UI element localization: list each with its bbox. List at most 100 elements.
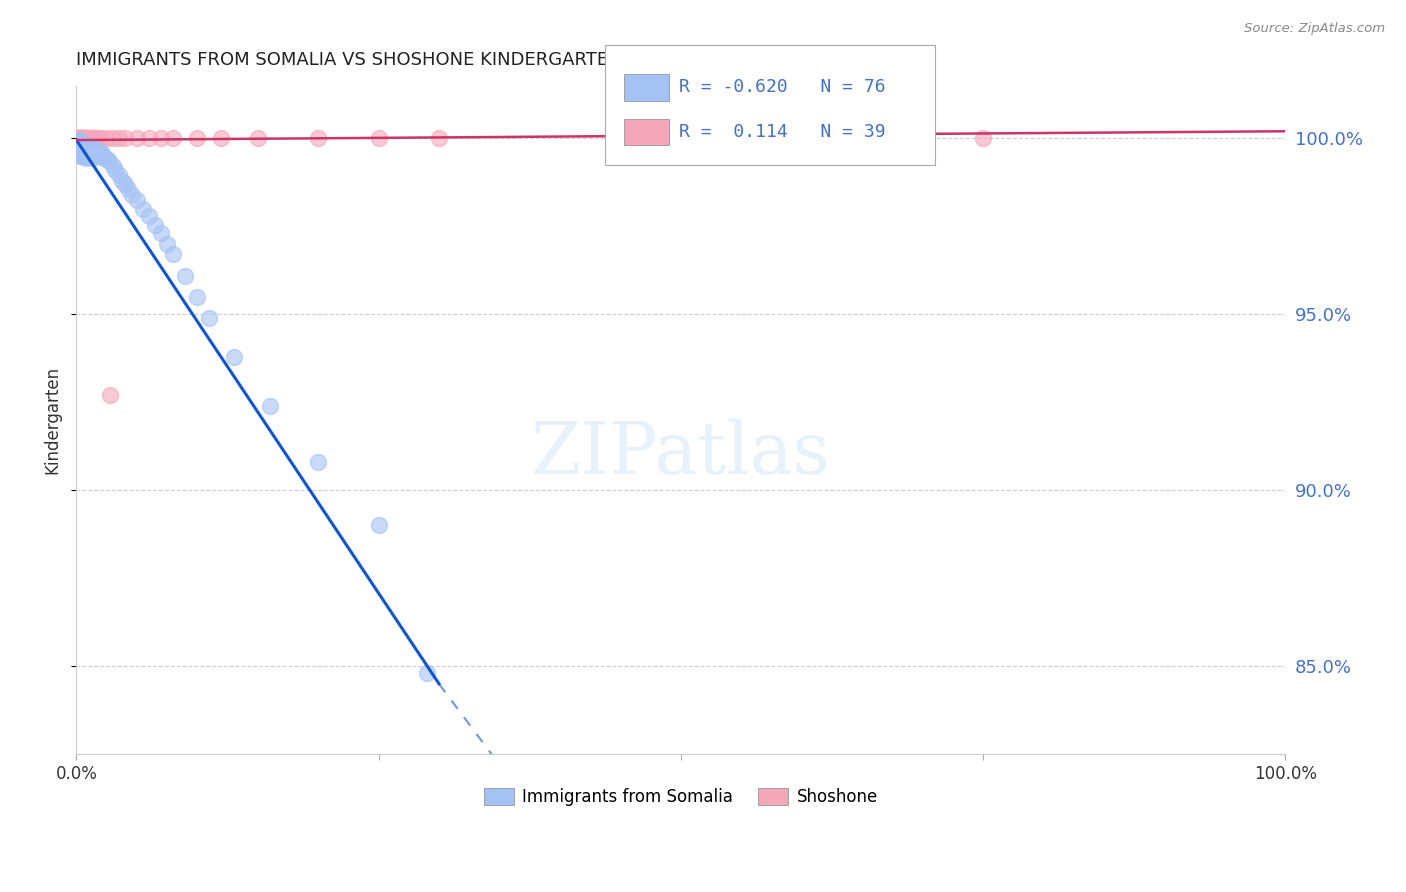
Point — [84, 144, 107, 158]
Text: ZIPatlas: ZIPatlas — [531, 418, 831, 489]
Point — [69, 149, 91, 163]
Point — [90, 147, 112, 161]
Point — [82, 145, 104, 160]
Point — [70, 144, 93, 158]
Point — [72, 142, 94, 156]
Point — [162, 131, 184, 145]
Point — [125, 193, 148, 207]
Point — [101, 160, 124, 174]
Point — [70, 147, 93, 161]
Point — [67, 131, 90, 145]
Point — [79, 145, 101, 160]
Point — [70, 136, 93, 151]
Point — [211, 131, 233, 145]
Point — [66, 131, 89, 145]
Point — [69, 131, 91, 145]
Point — [69, 145, 91, 160]
Legend: Immigrants from Somalia, Shoshone: Immigrants from Somalia, Shoshone — [477, 781, 884, 813]
Point — [222, 350, 245, 364]
Point — [86, 145, 108, 160]
Point — [82, 131, 104, 145]
Point — [87, 131, 110, 145]
Y-axis label: Kindergarten: Kindergarten — [44, 366, 60, 474]
Point — [69, 135, 91, 149]
Point — [121, 187, 143, 202]
Point — [117, 182, 139, 196]
Point — [82, 151, 104, 165]
Point — [79, 140, 101, 154]
Point — [80, 131, 103, 145]
Point — [70, 131, 93, 145]
Point — [67, 133, 90, 147]
Point — [107, 131, 129, 145]
Point — [427, 131, 450, 145]
Point — [69, 138, 91, 153]
Point — [72, 131, 94, 145]
Point — [89, 149, 111, 163]
Point — [150, 131, 173, 145]
Point — [66, 135, 89, 149]
Point — [72, 145, 94, 160]
Point — [80, 142, 103, 156]
Point — [90, 145, 112, 160]
Point — [132, 202, 155, 216]
Point — [186, 290, 208, 304]
Point — [416, 666, 439, 681]
Point — [73, 145, 96, 160]
Point — [96, 131, 118, 145]
Point — [150, 227, 173, 241]
Point — [98, 388, 121, 402]
Point — [76, 149, 98, 163]
Point — [104, 163, 127, 178]
Point — [367, 131, 389, 145]
Point — [82, 144, 104, 158]
Point — [125, 131, 148, 145]
Text: R =  0.114   N = 39: R = 0.114 N = 39 — [679, 123, 886, 141]
Point — [79, 131, 101, 145]
Text: R = -0.620   N = 76: R = -0.620 N = 76 — [679, 78, 886, 96]
Point — [186, 131, 208, 145]
Point — [69, 142, 91, 156]
Point — [114, 131, 136, 145]
Point — [972, 131, 994, 145]
Point — [72, 138, 94, 153]
Point — [72, 131, 94, 145]
Point — [66, 131, 89, 145]
Point — [82, 149, 104, 163]
Point — [67, 131, 90, 145]
Point — [156, 236, 179, 251]
Point — [72, 131, 94, 145]
Point — [77, 144, 100, 158]
Point — [67, 140, 90, 154]
Point — [93, 151, 115, 165]
Point — [80, 147, 103, 161]
Point — [111, 173, 134, 187]
Point — [66, 142, 89, 156]
Point — [72, 147, 94, 161]
Point — [75, 147, 97, 161]
Point — [138, 209, 160, 223]
Point — [91, 149, 114, 163]
Point — [70, 131, 93, 145]
Point — [246, 131, 269, 145]
Text: Source: ZipAtlas.com: Source: ZipAtlas.com — [1244, 22, 1385, 36]
Point — [73, 131, 96, 145]
Point — [75, 144, 97, 158]
Point — [76, 145, 98, 160]
Point — [83, 147, 105, 161]
Point — [138, 131, 160, 145]
Point — [259, 399, 281, 413]
Point — [75, 131, 97, 145]
Point — [114, 177, 136, 191]
Point — [76, 131, 98, 145]
Point — [73, 149, 96, 163]
Point — [83, 131, 105, 145]
Point — [72, 140, 94, 154]
Point — [96, 153, 118, 167]
Point — [101, 131, 124, 145]
Point — [174, 268, 197, 283]
Point — [198, 310, 221, 325]
Point — [367, 518, 389, 533]
Point — [90, 131, 112, 145]
Point — [98, 154, 121, 169]
